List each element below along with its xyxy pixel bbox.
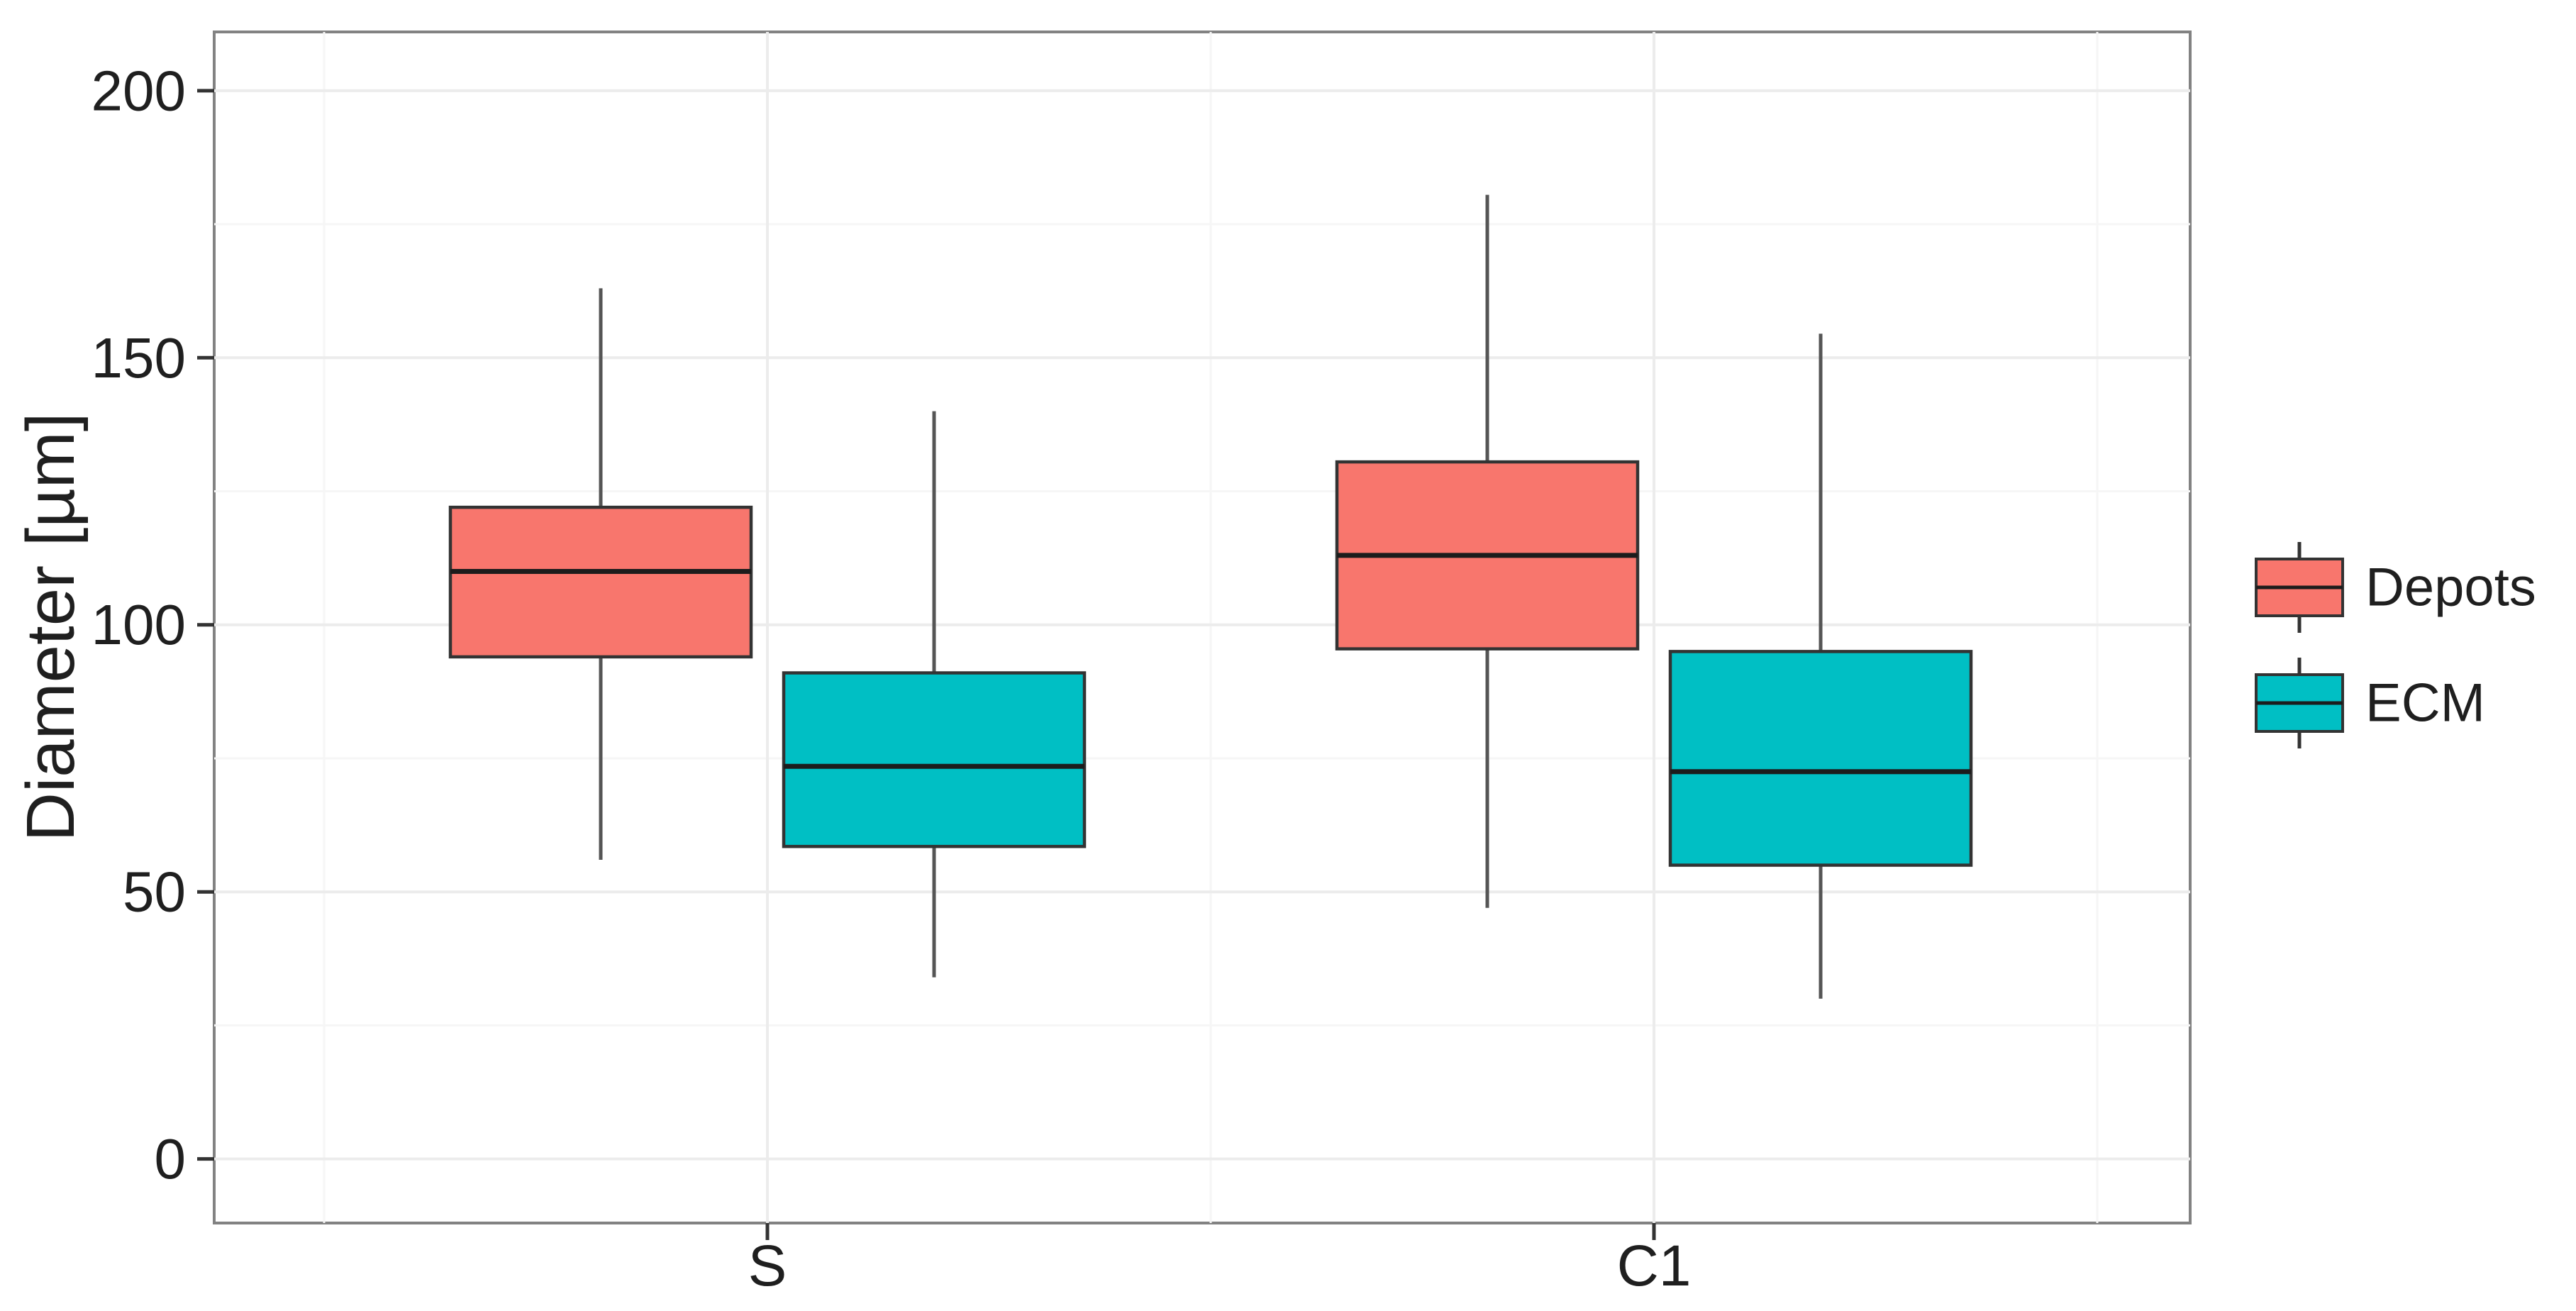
legend-keys	[2255, 542, 2344, 748]
y-tick-label-150: 150	[91, 326, 186, 389]
y-axis-title: Diameter [µm]	[13, 413, 89, 842]
y-tick-label-0: 0	[155, 1127, 187, 1190]
x-tick-label-s: S	[748, 1234, 787, 1298]
y-tick-label-50: 50	[123, 861, 186, 924]
x-axis: S C1	[748, 1223, 1692, 1298]
gridlines-major	[214, 32, 2190, 1223]
boxplot-layer	[448, 194, 1973, 999]
legend: Depots ECM	[2255, 542, 2536, 748]
y-tick-label-200: 200	[91, 59, 186, 122]
box-ecm-c1	[1668, 650, 1973, 867]
legend-label-depots: Depots	[2365, 558, 2536, 618]
box-ecm-s	[782, 671, 1087, 848]
legend-key-ecm	[2255, 658, 2344, 748]
plot-panel	[213, 31, 2192, 1224]
box-depots-s	[448, 505, 753, 659]
legend-label-ecm: ECM	[2365, 673, 2485, 734]
y-tick-label-100: 100	[91, 593, 186, 656]
x-tick-label-c1: C1	[1617, 1234, 1692, 1298]
legend-key-depots	[2255, 542, 2344, 633]
y-axis: 0 50 100 150 200	[91, 59, 214, 1190]
